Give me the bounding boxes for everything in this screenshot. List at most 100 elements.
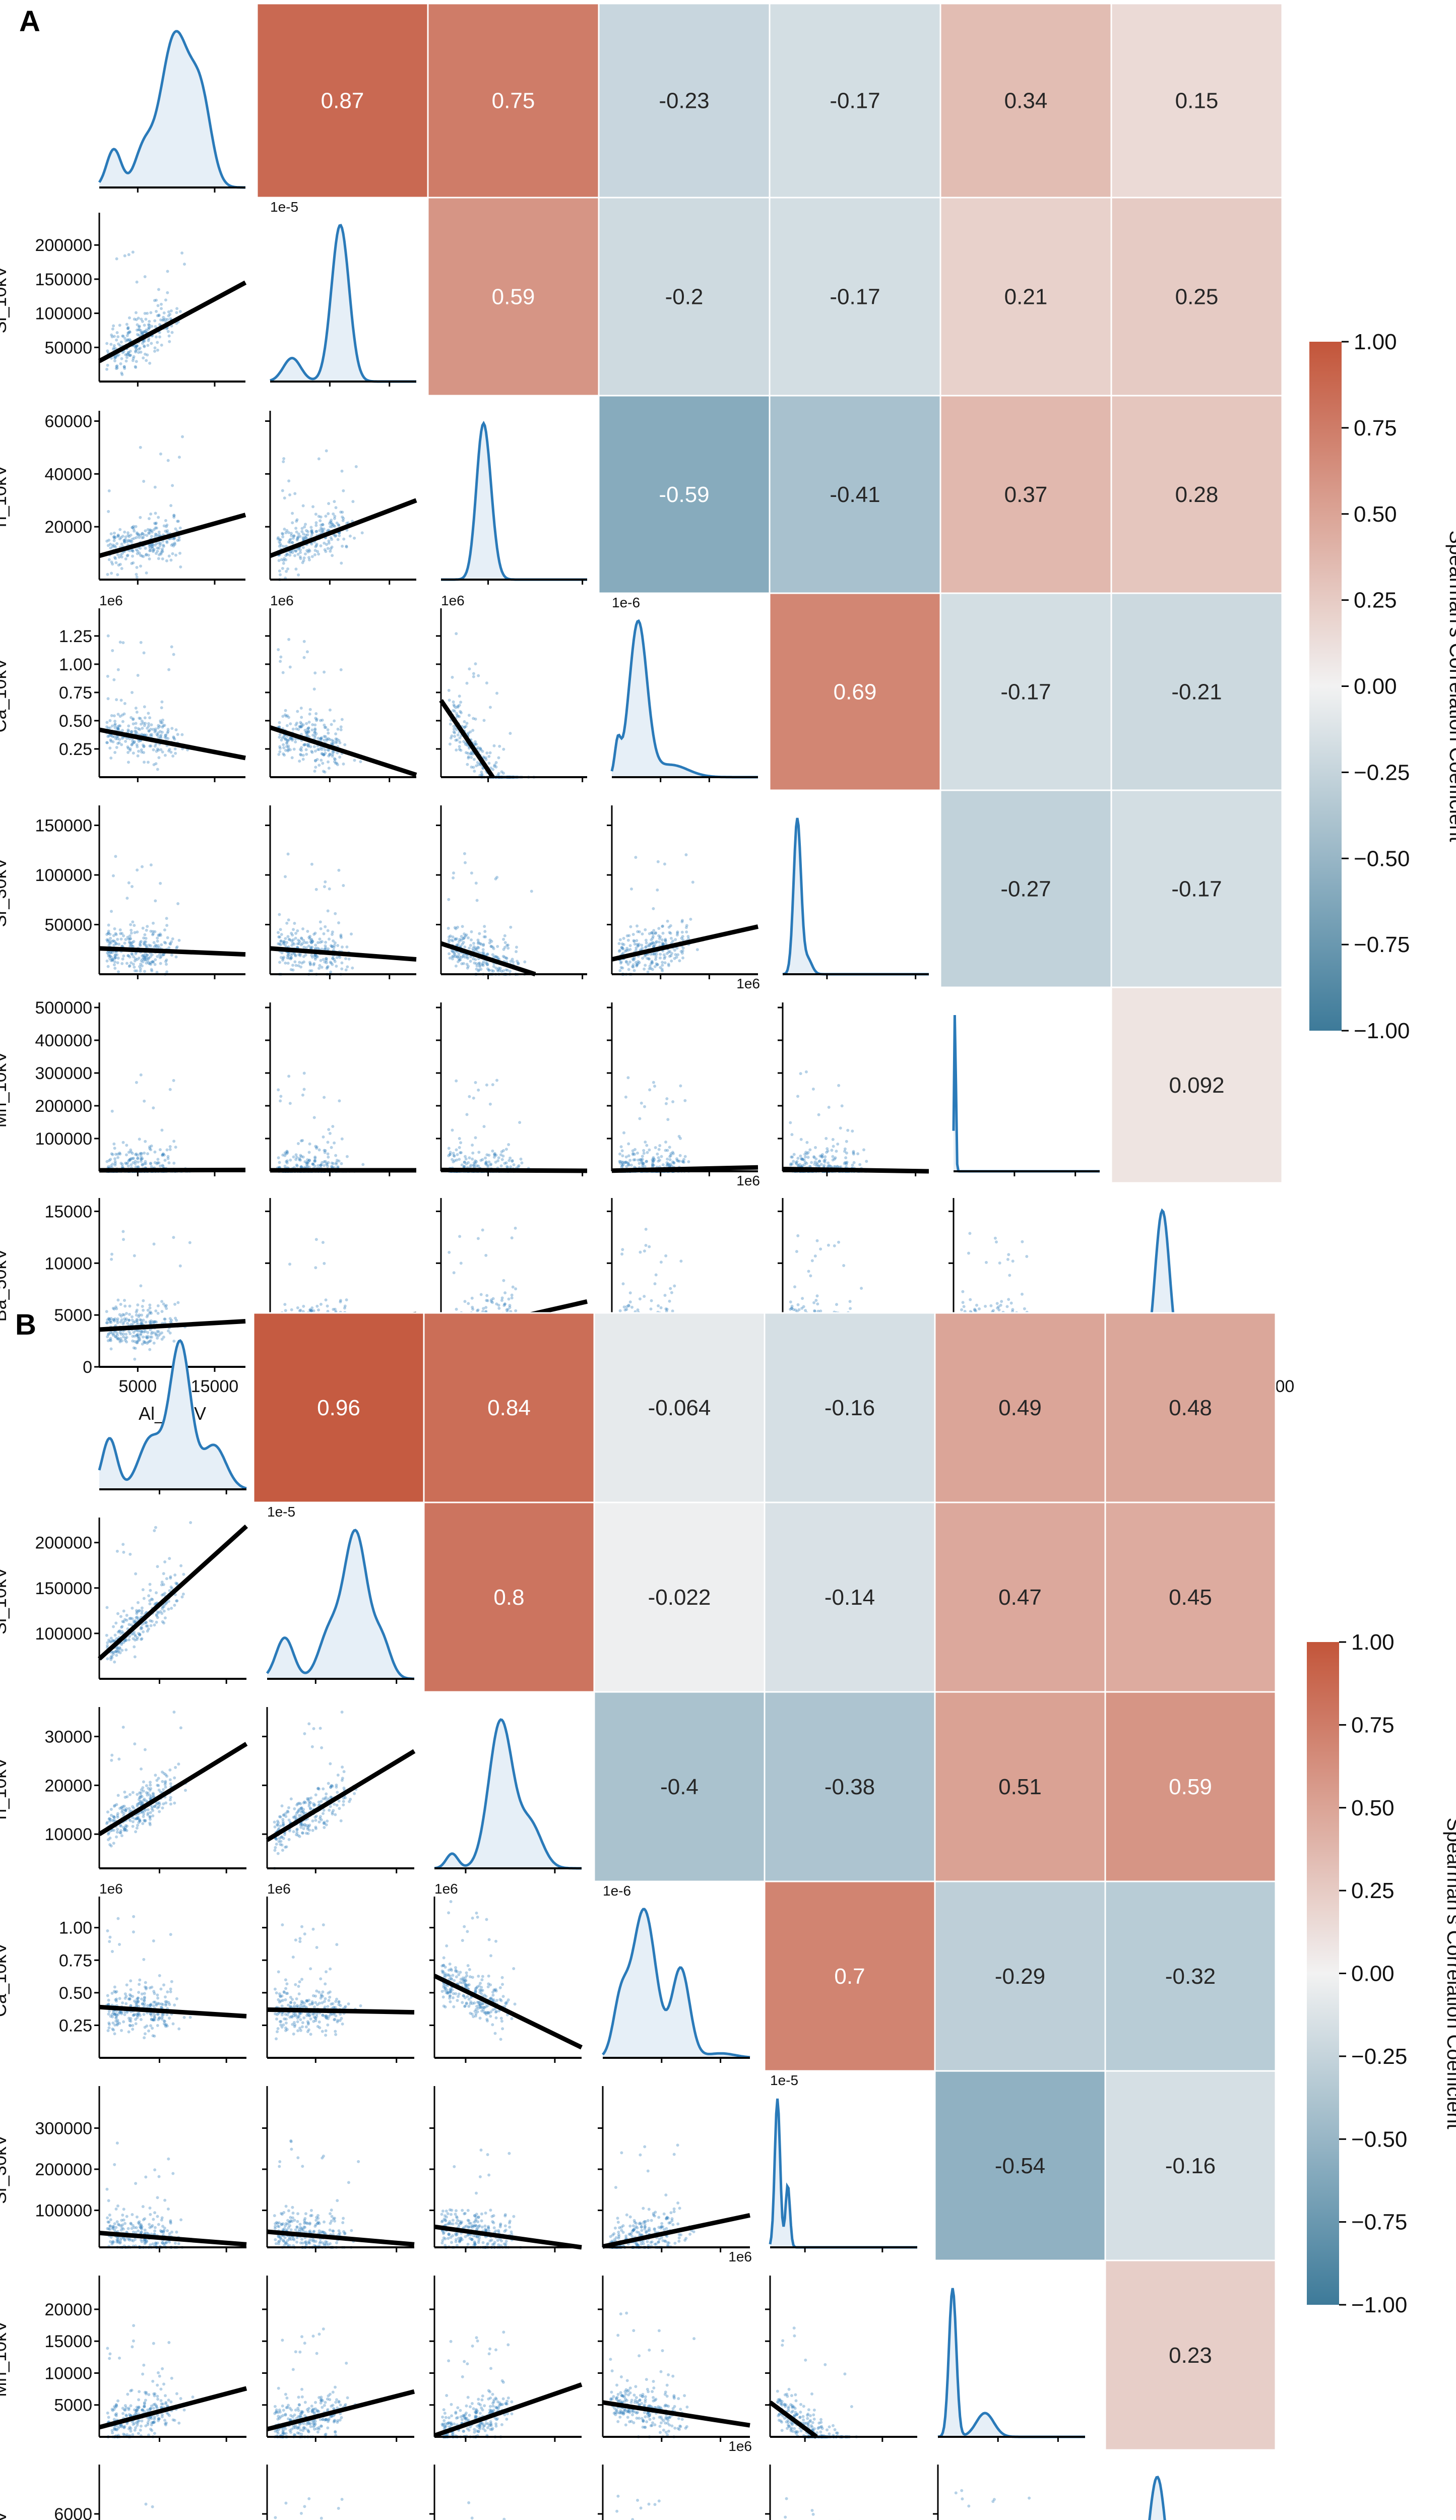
scatter-point — [284, 748, 287, 752]
heatmap-cell-rect — [769, 395, 941, 594]
panel-a-letter: A — [19, 5, 40, 38]
scatter-point — [138, 551, 141, 555]
scatter-point — [470, 938, 473, 941]
scatter-point — [128, 353, 131, 357]
scatter-point — [116, 533, 120, 537]
scatter-point — [129, 353, 133, 357]
scatter-point — [317, 1308, 320, 1312]
scatter-point — [140, 719, 144, 723]
scatter-point — [834, 1156, 837, 1160]
scatter-point — [148, 744, 152, 748]
scatter-point — [337, 739, 341, 742]
scatter-point — [133, 741, 136, 744]
scatter-point — [455, 1079, 458, 1083]
scatter-point — [143, 958, 146, 962]
scatter-point — [153, 945, 156, 949]
scatter-point — [150, 734, 153, 738]
scatter-point — [624, 1095, 627, 1099]
scatter-point — [643, 1105, 646, 1108]
scatter-point — [124, 538, 127, 541]
scatter-point — [134, 525, 138, 528]
scatter-point — [845, 1151, 848, 1155]
scatter-point — [118, 1331, 122, 1335]
scatter-point — [108, 1338, 112, 1342]
scatter-point — [158, 953, 161, 957]
scatter-point — [633, 942, 637, 946]
regression-line — [98, 280, 247, 363]
scatter-point — [509, 732, 512, 735]
heatmap-cell-rect — [598, 197, 771, 397]
scatter-point — [160, 706, 163, 710]
scatter-point — [665, 952, 669, 955]
heatmap-cell-rect — [939, 789, 1112, 988]
scatter-point — [301, 723, 305, 727]
scatter-point — [487, 969, 491, 972]
scatter-point — [652, 907, 655, 910]
scatter-point — [170, 331, 174, 334]
scatter-point — [311, 733, 315, 737]
scatter-point — [139, 516, 142, 519]
scatter-point — [166, 731, 169, 734]
scatter-point — [156, 939, 159, 943]
scatter-point — [110, 1109, 114, 1113]
scatter-point — [282, 956, 285, 959]
scatter-point — [329, 961, 332, 964]
scatter-point — [291, 737, 294, 741]
scatter-point — [458, 740, 462, 744]
scatter-point — [462, 740, 466, 743]
scatter-point — [111, 545, 114, 548]
scatter-point — [116, 1153, 119, 1156]
scatter-point — [172, 653, 175, 656]
scatter-point — [452, 700, 455, 704]
scatter-point — [170, 954, 173, 957]
scatter-point — [302, 1088, 306, 1091]
scatter-point — [134, 1162, 137, 1165]
scatter-point — [482, 1307, 485, 1310]
scatter-point — [339, 725, 343, 729]
scatter-point — [174, 1146, 177, 1149]
scatter-point — [142, 1318, 145, 1322]
scatter-point — [121, 1230, 125, 1233]
scatter-point — [277, 1156, 280, 1160]
y-tick-label: 400000 — [35, 1031, 92, 1050]
scatter-point — [281, 736, 284, 739]
scatter-point — [474, 717, 477, 721]
scatter-point — [447, 938, 451, 941]
scatter-point — [177, 536, 181, 539]
scatter-point — [346, 965, 349, 969]
scatter-point — [166, 529, 169, 532]
scatter-point — [138, 325, 141, 328]
scatter-point — [117, 353, 120, 356]
scatter-point — [144, 1341, 147, 1344]
scatter-points — [276, 1072, 365, 1173]
scatter-point — [619, 961, 622, 965]
scatter-point — [153, 744, 157, 748]
scatter-point — [172, 1161, 176, 1165]
scatter-point — [282, 561, 285, 565]
scatter-point — [340, 1162, 343, 1165]
scatter-point — [278, 538, 282, 541]
scatter-point — [139, 564, 142, 568]
scatter-point — [168, 312, 172, 316]
scatter-point — [135, 344, 139, 347]
scatter-point — [162, 724, 165, 728]
scatter-point — [109, 546, 112, 550]
scatter-point — [153, 485, 157, 489]
scatter-subplot — [436, 805, 587, 979]
scatter-point — [139, 350, 143, 354]
scatter-point — [321, 523, 325, 527]
heatmap-cell: -0.2 — [598, 197, 771, 397]
scatter-point — [307, 1151, 311, 1154]
scatter-point — [284, 737, 287, 741]
kde-line — [952, 1015, 1100, 1173]
scatter-point — [622, 1131, 625, 1135]
scatter-point — [642, 1149, 646, 1152]
scatter-point — [140, 750, 144, 754]
scatter-point — [638, 1162, 641, 1165]
scatter-point — [324, 515, 328, 518]
scatter-point — [126, 332, 130, 335]
scatter-point — [121, 957, 124, 961]
scatter-point — [336, 944, 340, 947]
scatter-point — [109, 343, 113, 346]
scatter-point — [653, 1085, 656, 1088]
